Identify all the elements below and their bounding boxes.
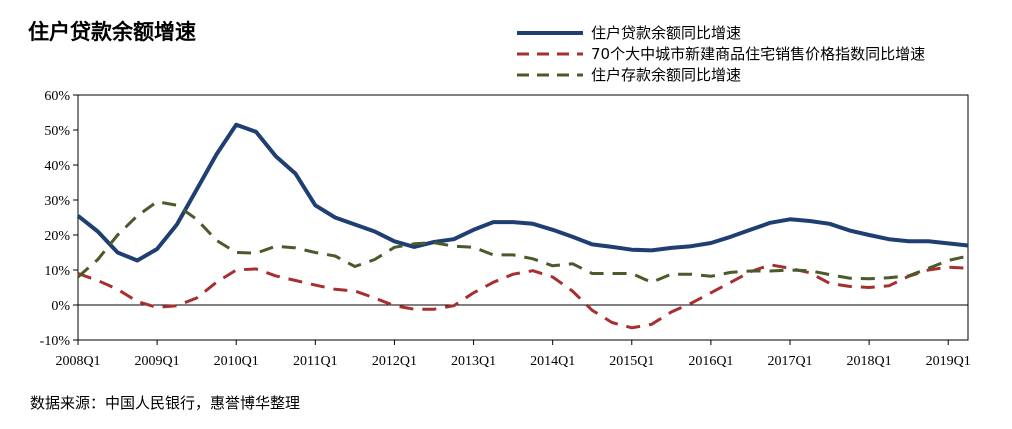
legend-item-1: 住户贷款余额同比增速	[515, 22, 925, 43]
x-tick-label: 2009Q1	[135, 354, 180, 369]
legend-item-3: 住户存款余额同比增速	[515, 64, 925, 85]
x-tick-label: 2015Q1	[609, 354, 654, 369]
x-tick-label: 2018Q1	[847, 354, 892, 369]
x-tick-label: 2011Q1	[293, 354, 338, 369]
x-tick-label: 2008Q1	[55, 354, 100, 369]
chart-legend: 住户贷款余额同比增速 70个大中城市新建商品住宅销售价格指数同比增速 住户存款余额同…	[515, 22, 925, 85]
x-tick-label: 2012Q1	[372, 354, 417, 369]
series-line-1	[76, 122, 969, 263]
x-tick-label: 2014Q1	[530, 354, 575, 369]
legend-item-2: 70个大中城市新建商品住宅销售价格指数同比增速	[515, 43, 925, 64]
x-tick-label: 2016Q1	[688, 354, 733, 369]
legend-swatch	[517, 73, 583, 76]
chart-title: 住户贷款余额增速	[28, 20, 196, 44]
y-tick-label: 50%	[44, 124, 70, 139]
legend-label: 住户存款余额同比增速	[591, 66, 742, 84]
legend-label: 住户贷款余额同比增速	[591, 24, 742, 42]
series-line-3	[77, 200, 969, 284]
x-tick-label: 2010Q1	[214, 354, 259, 369]
y-tick-label: 20%	[44, 229, 70, 244]
plot-area-border	[77, 94, 969, 341]
legend-swatch	[517, 52, 583, 55]
x-tick-label: 2013Q1	[451, 354, 496, 369]
x-tick-label: 2019Q1	[926, 354, 971, 369]
legend-swatch	[517, 30, 583, 35]
y-tick-label: 60%	[44, 89, 70, 104]
y-tick-label: 30%	[44, 194, 70, 209]
series-line-2	[77, 263, 969, 330]
y-tick-label: 10%	[44, 264, 70, 279]
y-tick-label: 0%	[51, 299, 70, 314]
x-tick-label: 2017Q1	[767, 354, 812, 369]
legend-label: 70个大中城市新建商品住宅销售价格指数同比增速	[591, 45, 926, 63]
y-tick-label: 40%	[44, 159, 70, 174]
y-tick-label: -10%	[40, 334, 71, 349]
source-note: 数据来源：中国人民银行，惠誉博华整理	[30, 394, 301, 412]
